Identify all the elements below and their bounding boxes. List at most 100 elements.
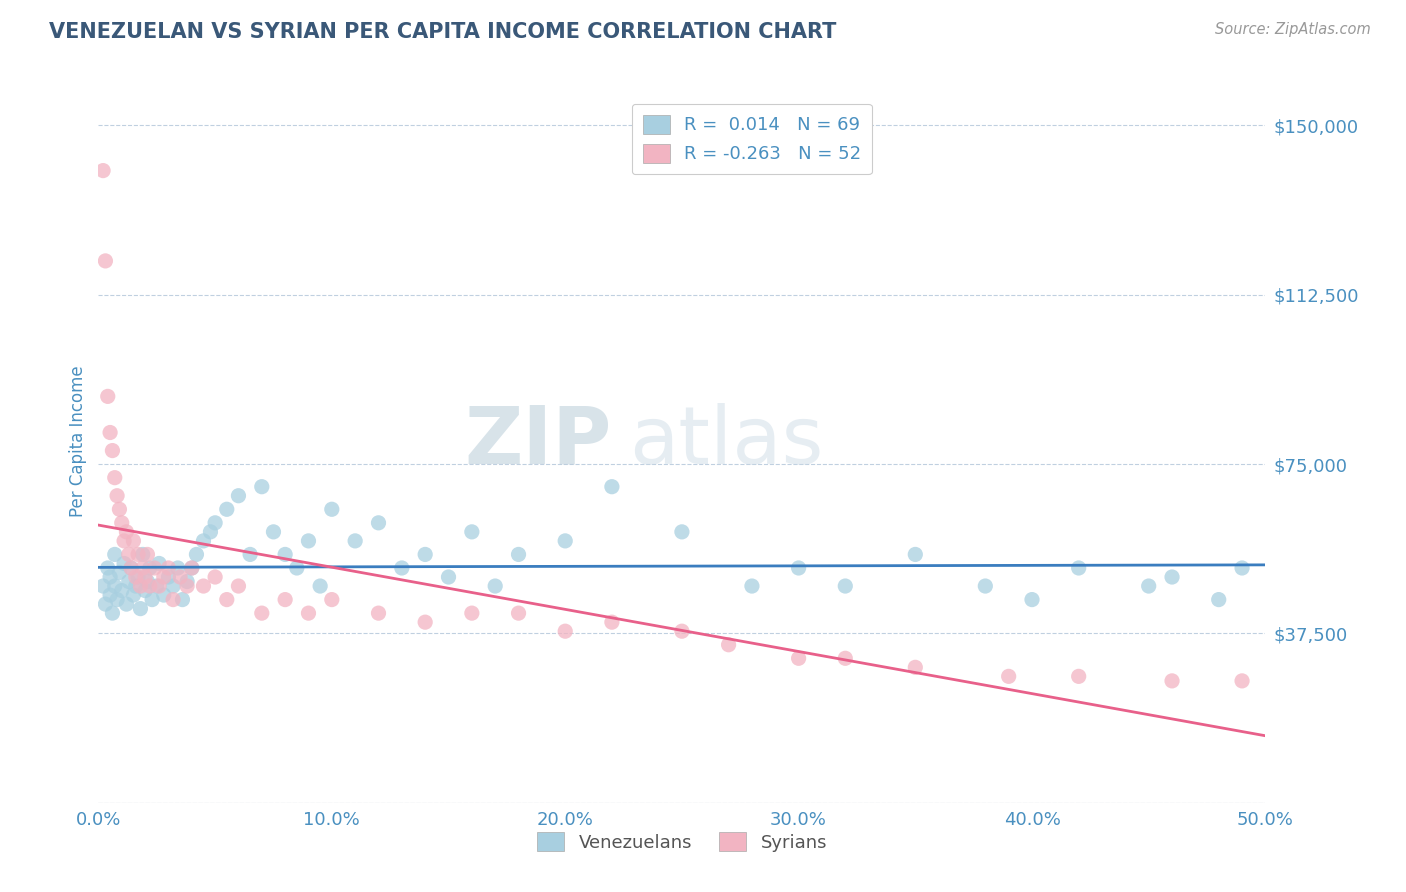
Point — [94, 253, 117, 268]
Point — [974, 579, 997, 593]
Text: atlas: atlas — [630, 402, 824, 481]
Point — [98, 588, 121, 602]
Point — [129, 601, 152, 615]
Point — [344, 533, 367, 548]
Point — [120, 561, 142, 575]
Point — [671, 624, 693, 639]
Point — [834, 651, 856, 665]
Point — [787, 651, 810, 665]
Point — [127, 570, 149, 584]
Point — [104, 548, 127, 562]
Point — [98, 570, 121, 584]
Point — [391, 561, 413, 575]
Point — [104, 579, 127, 593]
Point — [157, 561, 180, 575]
Point — [1230, 673, 1253, 688]
Point — [250, 606, 273, 620]
Point — [143, 561, 166, 575]
Point — [1161, 570, 1184, 584]
Point — [115, 597, 138, 611]
Point — [105, 489, 128, 503]
Point — [461, 524, 484, 539]
Point — [152, 570, 174, 584]
Point — [146, 579, 169, 593]
Point — [157, 570, 180, 584]
Point — [118, 548, 141, 562]
Point — [997, 669, 1019, 683]
Point — [125, 579, 148, 593]
Point — [834, 579, 856, 593]
Point — [176, 579, 198, 593]
Point — [1208, 592, 1230, 607]
Point — [717, 638, 740, 652]
Point — [134, 570, 156, 584]
Point — [508, 606, 530, 620]
Point — [97, 389, 120, 403]
Point — [122, 533, 145, 548]
Point — [274, 548, 297, 562]
Point — [98, 425, 121, 440]
Point — [1230, 561, 1253, 575]
Point — [104, 470, 127, 484]
Point — [250, 480, 273, 494]
Point — [215, 502, 238, 516]
Text: Source: ZipAtlas.com: Source: ZipAtlas.com — [1215, 22, 1371, 37]
Point — [200, 524, 222, 539]
Point — [741, 579, 763, 593]
Point — [204, 570, 226, 584]
Point — [148, 579, 170, 593]
Point — [169, 570, 191, 584]
Point — [228, 489, 250, 503]
Point — [127, 548, 149, 562]
Point — [108, 566, 131, 580]
Point — [136, 548, 159, 562]
Point — [1067, 669, 1090, 683]
Point — [94, 597, 117, 611]
Point — [162, 592, 184, 607]
Point — [97, 561, 120, 575]
Point — [136, 574, 159, 589]
Point — [600, 480, 623, 494]
Point — [204, 516, 226, 530]
Point — [176, 574, 198, 589]
Point — [112, 557, 135, 571]
Point — [1067, 561, 1090, 575]
Point — [413, 615, 436, 630]
Point — [239, 548, 262, 562]
Point — [367, 606, 389, 620]
Point — [132, 548, 155, 562]
Point — [1137, 579, 1160, 593]
Point — [91, 163, 114, 178]
Point — [554, 533, 576, 548]
Point — [228, 579, 250, 593]
Point — [787, 561, 810, 575]
Point — [132, 561, 155, 575]
Point — [262, 524, 284, 539]
Point — [115, 524, 138, 539]
Point — [120, 561, 142, 575]
Point — [118, 574, 141, 589]
Point — [193, 533, 215, 548]
Point — [904, 548, 927, 562]
Point — [321, 592, 343, 607]
Point — [139, 579, 162, 593]
Point — [166, 561, 188, 575]
Point — [461, 606, 484, 620]
Point — [321, 502, 343, 516]
Point — [111, 583, 134, 598]
Point — [1021, 592, 1043, 607]
Point — [101, 606, 124, 620]
Point — [180, 561, 202, 575]
Point — [141, 592, 163, 607]
Point — [134, 583, 156, 598]
Point — [111, 516, 134, 530]
Point — [309, 579, 332, 593]
Point — [101, 443, 124, 458]
Point — [554, 624, 576, 639]
Legend: Venezuelans, Syrians: Venezuelans, Syrians — [530, 824, 834, 859]
Point — [91, 579, 114, 593]
Point — [671, 524, 693, 539]
Point — [193, 579, 215, 593]
Point — [162, 579, 184, 593]
Point — [172, 592, 194, 607]
